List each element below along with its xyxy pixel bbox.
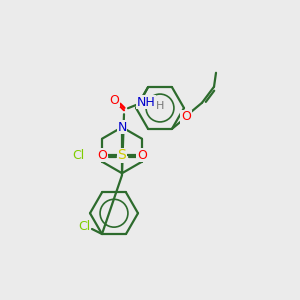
Text: O: O [181, 110, 191, 123]
Text: N: N [117, 121, 127, 134]
Text: O: O [97, 149, 107, 162]
Text: O: O [137, 149, 147, 162]
Text: Cl: Cl [78, 220, 90, 232]
Text: O: O [109, 94, 119, 107]
Text: Cl: Cl [72, 149, 84, 162]
Text: S: S [118, 148, 126, 162]
Text: H: H [156, 101, 164, 111]
Text: NH: NH [136, 96, 155, 109]
